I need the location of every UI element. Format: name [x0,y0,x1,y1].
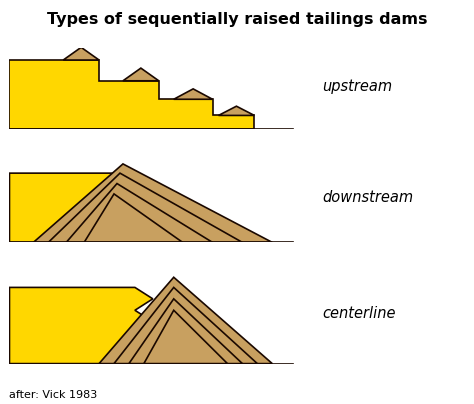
Polygon shape [114,287,257,364]
Text: upstream: upstream [322,79,392,95]
Text: centerline: centerline [322,305,396,321]
Text: Types of sequentially raised tailings dams: Types of sequentially raised tailings da… [47,12,427,27]
Polygon shape [9,287,153,364]
Polygon shape [84,194,182,242]
Polygon shape [99,277,272,364]
Polygon shape [66,183,212,242]
Polygon shape [63,47,99,60]
Polygon shape [123,68,159,81]
Polygon shape [173,89,212,99]
Polygon shape [144,310,228,364]
Polygon shape [9,173,173,242]
Polygon shape [129,299,242,364]
Text: downstream: downstream [322,190,413,206]
Polygon shape [9,60,255,129]
Polygon shape [33,164,272,242]
Text: after: Vick 1983: after: Vick 1983 [9,390,98,400]
Polygon shape [48,173,242,242]
Polygon shape [219,106,255,116]
